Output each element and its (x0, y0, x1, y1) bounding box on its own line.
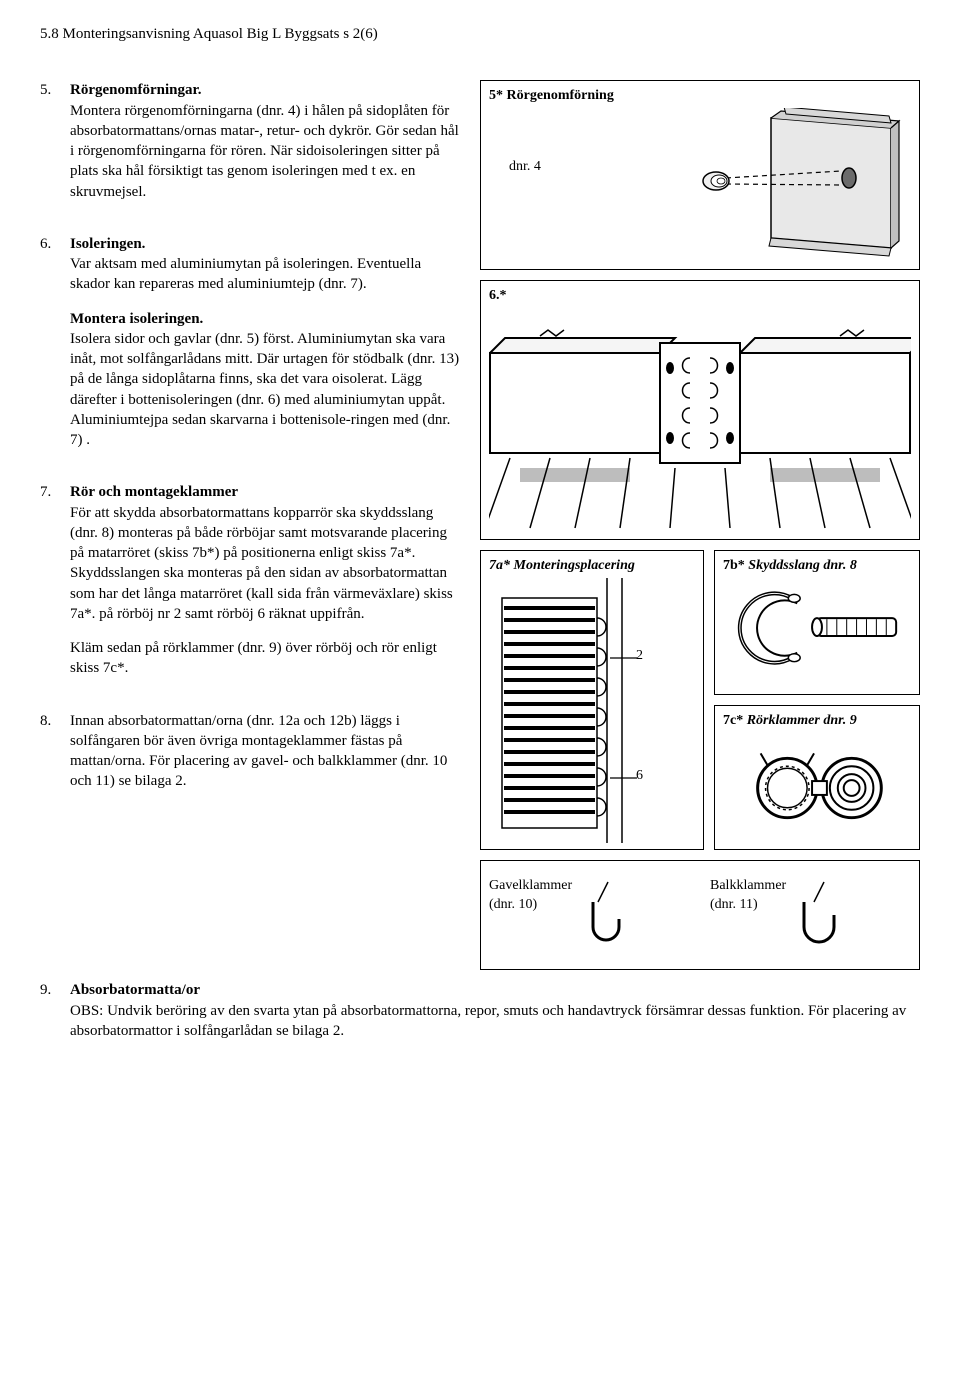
section-6-sub: Montera isoleringen. Isolera sidor och g… (70, 309, 460, 451)
section-number: 5. (40, 80, 70, 216)
section-number: 6. (40, 234, 70, 465)
figure-5-label: dnr. 4 (509, 158, 541, 177)
section-6-body: Isoleringen. Var aktsam med aluminiumyta… (70, 234, 460, 295)
figure-7-row: 7a* Monteringsplacering (480, 550, 920, 850)
section-9-text: OBS: Undvik beröring av den svarta ytan … (70, 1003, 906, 1039)
section-9-title: Absorbatormatta/or (70, 982, 200, 998)
section-7-title: Rör och montageklammer (70, 484, 238, 500)
section-5: 5. Rörgenomförningar. Montera rörgenomfö… (40, 80, 460, 216)
section-7-body: Rör och montageklammer För att skydda ab… (70, 482, 460, 624)
section-9-body: Absorbatormatta/or OBS: Undvik beröring … (70, 980, 910, 1041)
section-6-subtitle: Montera isoleringen. (70, 311, 203, 327)
figure-7a-mark6: 6 (636, 767, 643, 786)
isolering-diagram (489, 308, 911, 533)
figure-7b-title: 7b* Skyddsslang dnr. 8 (723, 557, 911, 576)
figure-7c: 7c* Rörklammer dnr. 9 (714, 705, 920, 850)
page-header: 5.8 Monteringsanvisning Aquasol Big L By… (40, 24, 920, 44)
section-6: 6. Isoleringen. Var aktsam med aluminium… (40, 234, 460, 465)
gavelklammer-icon (578, 877, 633, 947)
figure-5: 5* Rörgenomförning dnr. 4 (480, 80, 920, 270)
section-5-text: Montera rörgenomförningarna (dnr. 4) i h… (70, 103, 459, 200)
figure-5-title: 5* Rörgenomförning (489, 87, 911, 106)
section-number: 8. (40, 711, 70, 806)
main-content: 5. Rörgenomförningar. Montera rörgenomfö… (40, 80, 920, 970)
section-6-text: Var aktsam med aluminiumytan på isolerin… (70, 256, 421, 292)
section-9: 9. Absorbatormatta/or OBS: Undvik beröri… (40, 980, 920, 1041)
figure-7a-mark2: 2 (636, 647, 643, 666)
figure-7bc-stack: 7b* Skyddsslang dnr. 8 (714, 550, 920, 850)
section-7-text2: Kläm sedan på rörklammer (dnr. 9) över r… (70, 638, 460, 679)
figure-6-title: 6.* (489, 287, 911, 306)
figure-column: 5* Rörgenomförning dnr. 4 (480, 80, 920, 970)
figure-7a-title: 7a* Monteringsplacering (489, 557, 695, 576)
section-6-title: Isoleringen. (70, 236, 145, 252)
balkklammer-label: Balkklammer (dnr. 11) (710, 877, 786, 915)
figure-7c-title: 7c* Rörklammer dnr. 9 (723, 712, 911, 731)
section-7-text: För att skydda absorbatormattans kopparr… (70, 505, 453, 622)
section-8: 8. Innan absorbatormattan/orna (dnr. 12a… (40, 711, 460, 806)
figure-7a: 7a* Monteringsplacering (480, 550, 704, 850)
monteringsplacering-diagram (489, 578, 695, 843)
balkklammer-icon (792, 877, 847, 947)
rorgenomforning-diagram (631, 108, 911, 263)
figure-8: Gavelklammer (dnr. 10) Balkklammer (dnr.… (480, 860, 920, 970)
section-8-text: Innan absorbatormattan/orna (dnr. 12a oc… (70, 711, 460, 792)
section-number: 9. (40, 980, 70, 1041)
rorklammer-diagram (723, 733, 911, 843)
section-5-body: Rörgenomförningar. Montera rörgenomförni… (70, 80, 460, 202)
section-7: 7. Rör och montageklammer För att skydda… (40, 482, 460, 692)
skyddsslang-diagram (723, 578, 911, 688)
section-5-title: Rörgenomförningar. (70, 82, 202, 98)
gavelklammer-label: Gavelklammer (dnr. 10) (489, 877, 572, 915)
text-column: 5. Rörgenomförningar. Montera rörgenomfö… (40, 80, 460, 970)
figure-6: 6.* (480, 280, 920, 540)
figure-7b: 7b* Skyddsslang dnr. 8 (714, 550, 920, 695)
section-6-subtext: Isolera sidor och gavlar (dnr. 5) först.… (70, 331, 459, 448)
section-number: 7. (40, 482, 70, 692)
